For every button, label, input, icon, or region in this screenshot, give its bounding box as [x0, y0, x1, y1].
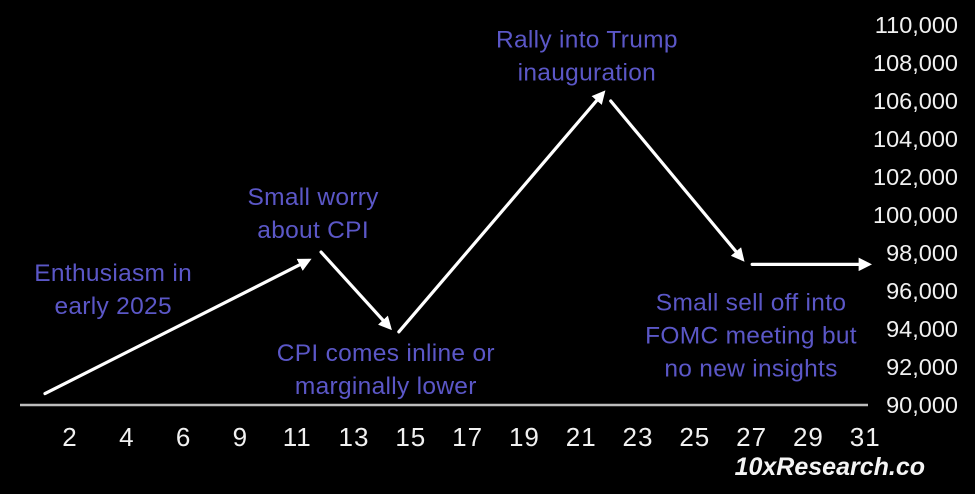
annotation-text: about CPI	[257, 217, 369, 244]
x-axis-label: 4	[119, 422, 134, 452]
x-axis-label: 23	[623, 422, 654, 452]
annotation-text: Small worry	[247, 184, 379, 211]
annotation-text: Enthusiasm in	[34, 260, 192, 287]
x-axis-label: 6	[176, 422, 191, 452]
annotation-text: Small sell off into	[656, 289, 846, 316]
y-axis-label: 98,000	[886, 240, 958, 266]
y-axis-label: 108,000	[873, 50, 958, 76]
x-axis-label: 2	[62, 422, 77, 452]
y-axis-label: 100,000	[873, 202, 958, 228]
annotation-text: inauguration	[518, 59, 656, 86]
annotation-text: early 2025	[54, 293, 171, 320]
y-axis-label: 94,000	[886, 316, 958, 342]
y-axis-label: 90,000	[886, 392, 958, 418]
x-axis-label: 31	[850, 422, 881, 452]
y-axis-label: 96,000	[886, 278, 958, 304]
x-axis-label: 13	[339, 422, 370, 452]
x-axis-label: 25	[679, 422, 710, 452]
x-axis-label: 15	[395, 422, 426, 452]
x-axis-label: 27	[736, 422, 767, 452]
trend-arrow	[609, 99, 745, 262]
trend-arrow	[43, 258, 312, 396]
annotation-text: FOMC meeting but	[645, 322, 857, 349]
x-axis-label: 21	[566, 422, 597, 452]
y-axis-label: 92,000	[886, 354, 958, 380]
annotation-text: no new insights	[664, 355, 837, 382]
annotation-text: Rally into Trump	[496, 26, 678, 53]
y-axis-label: 104,000	[873, 126, 958, 152]
x-axis-label: 29	[793, 422, 824, 452]
trend-arrow	[319, 250, 392, 331]
x-axis-label: 9	[233, 422, 248, 452]
x-axis-label: 17	[452, 422, 483, 452]
x-axis-label: 19	[509, 422, 540, 452]
watermark: 10xResearch.co	[734, 453, 925, 481]
y-axis-label: 110,000	[875, 12, 958, 38]
annotation-text: CPI comes inline or	[277, 340, 495, 367]
y-axis-label: 106,000	[873, 88, 958, 114]
x-axis-label: 11	[283, 422, 312, 452]
trend-arrow	[397, 90, 606, 334]
annotation-text: marginally lower	[295, 373, 477, 400]
y-axis-label: 102,000	[873, 164, 958, 190]
